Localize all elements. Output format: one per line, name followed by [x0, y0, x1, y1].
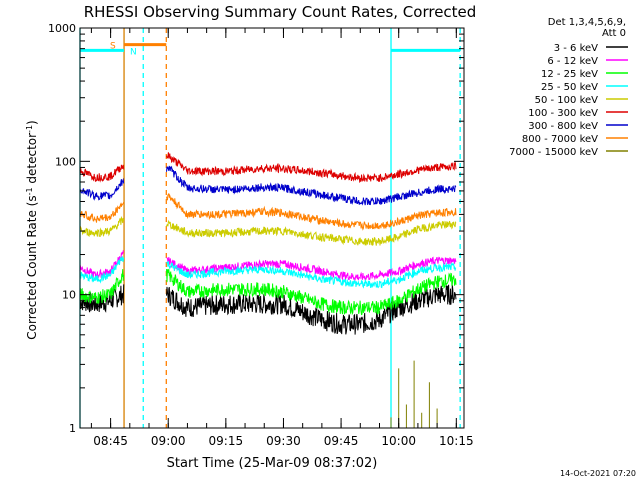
- y-tick-label: 10: [62, 289, 76, 302]
- y-tick-label: 1: [69, 422, 76, 435]
- legend-label: 3 - 6 keV: [554, 43, 598, 54]
- chart-title: RHESSI Observing Summary Count Rates, Co…: [84, 3, 477, 21]
- y-axis-label-part: Corrected Count Rate (s: [25, 195, 39, 339]
- y-tick-label: 100: [55, 155, 76, 168]
- legend-label: 25 - 50 keV: [541, 82, 598, 93]
- series-line: [79, 284, 457, 335]
- flag-label: N: [130, 47, 137, 57]
- x-tick-label: 09:15: [209, 434, 244, 448]
- plot-area: S N 1 10 100 1000 08:45 09:00 09:15 09:30 09:45 10:…: [48, 22, 474, 448]
- y-axis-label-part: ): [25, 120, 39, 125]
- x-tick-label: 09:45: [324, 434, 359, 448]
- series-line: [79, 268, 457, 316]
- legend: Det 1,3,4,5,6,9,Att 0 3 - 6 keV 6 - 12 keV…: [509, 17, 628, 158]
- y-axis-label: Corrected Count Rate (s-1 detector-1): [25, 120, 40, 339]
- legend-label: 100 - 300 keV: [528, 108, 598, 119]
- x-tick-label: 08:45: [93, 434, 128, 448]
- legend-header: Att 0: [602, 28, 626, 39]
- series-line: [79, 165, 457, 206]
- y-axis-label-sup: -1: [25, 125, 34, 133]
- x-tick-label: 09:30: [266, 434, 301, 448]
- series-line: [79, 249, 457, 281]
- series-line: [79, 193, 457, 231]
- legend-label: 12 - 25 keV: [541, 69, 598, 80]
- x-tick-label: 10:15: [439, 434, 474, 448]
- legend-label: 800 - 7000 keV: [522, 134, 598, 145]
- x-tick-label: 09:00: [151, 434, 186, 448]
- x-axis-label: Start Time (25-Mar-09 08:37:02): [167, 456, 378, 471]
- y-tick-label: 1000: [48, 22, 76, 35]
- series-line: [390, 360, 438, 428]
- legend-label: 50 - 100 keV: [535, 95, 599, 106]
- y-axis-label-sup: -1: [25, 187, 34, 195]
- flag-label: S: [110, 42, 116, 52]
- series-line: [79, 152, 457, 184]
- y-axis-label-part: detector: [25, 133, 39, 188]
- generated-timestamp: 14-Oct-2021 07:20: [560, 469, 636, 478]
- series-line: [79, 215, 457, 247]
- legend-label: 6 - 12 keV: [547, 56, 598, 67]
- plot-frame: [79, 27, 465, 429]
- x-tick-label: 10:00: [381, 434, 416, 448]
- legend-label: 7000 - 15000 keV: [509, 147, 598, 158]
- series-line: [79, 256, 457, 289]
- legend-header: Det 1,3,4,5,6,9,: [548, 17, 626, 28]
- legend-label: 300 - 800 keV: [528, 121, 598, 132]
